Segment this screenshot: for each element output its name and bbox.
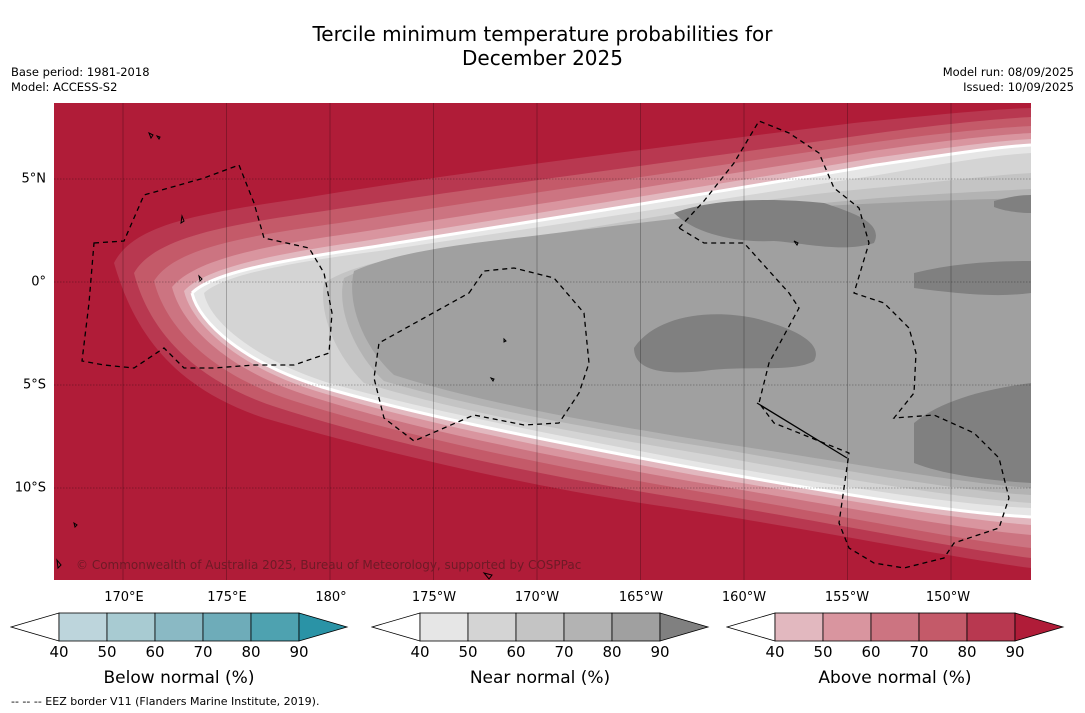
- cb-above-tick-70: 70: [909, 643, 929, 661]
- meta-right: Model run: 08/09/2025 Issued: 10/09/2025: [943, 65, 1074, 95]
- lon-label-170w: 170°W: [514, 590, 560, 605]
- lat-label-0: 0°: [31, 274, 46, 290]
- lon-label-170e: 170°E: [104, 590, 144, 605]
- probability-map: [54, 103, 1031, 580]
- cb-below-title: Below normal (%): [103, 668, 255, 688]
- near-90-patch-3: [914, 383, 1031, 483]
- colorbar-below-bin-5: [250, 612, 300, 642]
- cb-below-tick-90: 90: [289, 643, 309, 661]
- colorbar-above-upper-extend: [1014, 612, 1065, 642]
- near-90-patch-5: [994, 195, 1031, 213]
- model-run: Model run: 08/09/2025: [942, 65, 1074, 79]
- colorbar-below-bin-4: [202, 612, 252, 642]
- cb-above-tick-90: 90: [1005, 643, 1025, 661]
- cb-near-tick-80: 80: [602, 643, 622, 661]
- colorbar-above-bin-3: [870, 612, 920, 642]
- dominance-boundary: [190, 143, 1031, 519]
- lon-label-175w: 175°W: [411, 590, 457, 605]
- eez-border-east: [677, 120, 1010, 569]
- colorbar-below-bin-1: [58, 612, 108, 642]
- cb-near-tick-40: 40: [410, 643, 430, 661]
- cb-below-tick-80: 80: [241, 643, 261, 661]
- lon-label-175e: 175°E: [207, 590, 247, 605]
- colorbar-near-lower-extend: [371, 612, 421, 642]
- colorbar-above-lower-extend: [726, 612, 776, 642]
- colorbar-above-bin-1: [774, 612, 824, 642]
- lat-label-5n: 5°N: [21, 171, 47, 187]
- lon-label-165w: 165°W: [618, 590, 664, 605]
- colorbar-near-bin-4: [563, 612, 613, 642]
- copyright-notice: © Commonwealth of Australia 2025, Bureau…: [76, 558, 582, 572]
- eez-borders: [81, 120, 1010, 569]
- colorbar-below-upper-extend: [298, 612, 349, 642]
- lon-label-150w: 150°W: [925, 590, 971, 605]
- lat-label-5s: 5°S: [22, 377, 46, 393]
- near-90-patch-2: [674, 200, 876, 248]
- cb-above-title: Above normal (%): [818, 668, 972, 688]
- colorbar-near-normal: [371, 612, 710, 642]
- cb-above-tick-50: 50: [813, 643, 833, 661]
- cb-near-tick-60: 60: [506, 643, 526, 661]
- lat-label-10s: 10°S: [14, 480, 46, 496]
- cb-below-tick-50: 50: [97, 643, 117, 661]
- map-title: Tercile minimum temperature probabilitie…: [0, 22, 1085, 70]
- map-layers: [54, 103, 1031, 580]
- title-line-1: Tercile minimum temperature probabilitie…: [312, 22, 773, 46]
- eez-border-boundary: [756, 402, 848, 459]
- colorbar-above-bin-5: [966, 612, 1016, 642]
- colorbar-near-bin-3: [515, 612, 565, 642]
- model-name: Model: ACCESS-S2: [11, 80, 118, 94]
- near-90-patch-1: [634, 314, 816, 373]
- cb-near-title: Near normal (%): [469, 668, 611, 688]
- cb-below-tick-40: 40: [49, 643, 69, 661]
- colorbar-below-bin-3: [154, 612, 204, 642]
- colorbar-near-bin-5: [611, 612, 661, 642]
- cb-below-tick-70: 70: [193, 643, 213, 661]
- cb-above-tick-60: 60: [861, 643, 881, 661]
- colorbar-above-bin-4: [918, 612, 968, 642]
- cb-above-tick-80: 80: [957, 643, 977, 661]
- colorbar-above-bin-2: [822, 612, 872, 642]
- cb-near-tick-70: 70: [554, 643, 574, 661]
- colorbar-below-lower-extend: [10, 612, 60, 642]
- near-90-patch-4: [914, 261, 1031, 296]
- meta-left: Base period: 1981-2018 Model: ACCESS-S2: [11, 65, 150, 95]
- cb-near-tick-90: 90: [650, 643, 670, 661]
- lon-label-160w: 160°W: [721, 590, 767, 605]
- cb-near-tick-50: 50: [458, 643, 478, 661]
- colorbar-above-normal: [726, 612, 1065, 642]
- lon-label-180: 180°: [315, 590, 347, 605]
- base-period: Base period: 1981-2018: [11, 65, 150, 79]
- graticule: [54, 103, 1031, 580]
- eez-footnote: -- -- -- EEZ border V11 (Flanders Marine…: [11, 695, 320, 708]
- cb-below-tick-60: 60: [145, 643, 165, 661]
- eez-border-west: [81, 164, 333, 369]
- cb-above-tick-40: 40: [765, 643, 785, 661]
- issued-date: Issued: 10/09/2025: [963, 80, 1074, 94]
- colorbar-near-upper-extend: [659, 612, 710, 642]
- colorbar-below-bin-2: [106, 612, 156, 642]
- lon-label-155w: 155°W: [824, 590, 870, 605]
- colorbar-near-bin-1: [419, 612, 469, 642]
- colorbar-below-normal: [10, 612, 349, 642]
- title-line-2: December 2025: [462, 46, 623, 70]
- islands: [56, 131, 799, 580]
- colorbar-near-bin-2: [467, 612, 517, 642]
- eez-border-central: [373, 267, 590, 442]
